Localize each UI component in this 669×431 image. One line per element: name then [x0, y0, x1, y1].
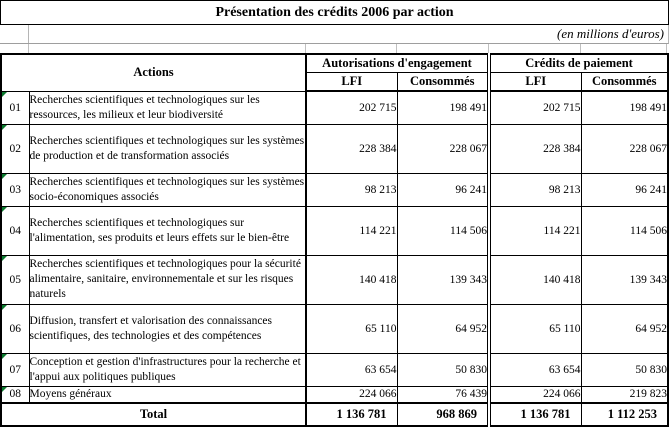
- cell-comment-flag-icon: [2, 125, 7, 130]
- cp-lfi-value: 65 110: [487, 303, 582, 354]
- table-row: 01 Recherches scientifiques et technologi…: [0, 90, 669, 125]
- action-label: Recherches scientifiques et technologiqu…: [28, 90, 307, 125]
- cell-comment-flag-icon: [2, 387, 7, 392]
- cell-comment-flag-icon: [2, 256, 7, 261]
- action-label: Diffusion, transfert et valorisation des…: [28, 303, 307, 354]
- ae-lfi-value: 114 221: [305, 205, 398, 256]
- cell-comment-flag-icon: [2, 354, 7, 359]
- cp-lfi-value: 114 221: [487, 205, 582, 256]
- ae-lfi-value: 65 110: [305, 303, 398, 354]
- action-number: 02: [9, 142, 22, 155]
- gridline: [580, 44, 581, 53]
- cell-comment-flag-icon: [2, 174, 7, 179]
- action-label: Recherches scientifiques et technologiqu…: [28, 172, 307, 207]
- action-number: 07: [9, 363, 22, 376]
- action-label: Conception et gestion d'infrastructures …: [28, 352, 307, 387]
- cell-comment-flag-icon: [2, 92, 7, 97]
- column-group-credits-paiement: Crédits de paiement: [487, 53, 669, 73]
- action-number-cell: 06: [0, 303, 30, 354]
- action-label: Recherches scientifiques et technologiqu…: [28, 254, 307, 305]
- table-row: 02 Recherches scientifiques et technologi…: [0, 123, 669, 174]
- column-group-autorisations-engagement: Autorisations d'engagement: [305, 53, 490, 73]
- gridline: [396, 44, 397, 53]
- cp-lfi-value: 140 418: [487, 254, 582, 305]
- gridline: [666, 44, 667, 53]
- action-number: 05: [9, 273, 22, 286]
- cp-consommes-value: 50 830: [580, 352, 669, 387]
- ae-consommes-value: 76 439: [396, 385, 490, 404]
- ae-lfi-value: 140 418: [305, 254, 398, 305]
- ae-consommes-value: 96 241: [396, 172, 490, 207]
- total-label: Total: [0, 402, 307, 427]
- column-header-ae-consommes: Consommés: [396, 72, 490, 92]
- action-number-cell: 02: [0, 123, 30, 174]
- total-cp-lfi: 1 136 781: [487, 402, 582, 427]
- cp-lfi-value: 98 213: [487, 172, 582, 207]
- cp-lfi-value: 63 654: [487, 352, 582, 387]
- sheet-gridline-spacer: [0, 44, 669, 53]
- column-header-cp-lfi: LFI: [487, 72, 582, 92]
- action-number: 03: [9, 183, 22, 196]
- ae-lfi-value: 228 384: [305, 123, 398, 174]
- cp-consommes-value: 139 343: [580, 254, 669, 305]
- action-number-cell: 01: [0, 90, 30, 125]
- action-label: Recherches scientifiques et technologiqu…: [28, 205, 307, 256]
- table-row: 03 Recherches scientifiques et technologi…: [0, 172, 669, 207]
- ae-lfi-value: 224 066: [305, 385, 398, 404]
- action-number: 04: [9, 224, 22, 237]
- table-row: 05 Recherches scientifiques et technologi…: [0, 254, 669, 305]
- credits-table: Actions Autorisations d'engagement Crédi…: [0, 53, 669, 427]
- table-row: 07 Conception et gestion d'infrastructure…: [0, 352, 669, 387]
- table-row: 04 Recherches scientifiques et technologi…: [0, 205, 669, 256]
- cp-consommes-value: 64 952: [580, 303, 669, 354]
- action-number: 08: [9, 388, 22, 401]
- ae-consommes-value: 50 830: [396, 352, 490, 387]
- cp-consommes-value: 114 506: [580, 205, 669, 256]
- ae-lfi-value: 202 715: [305, 90, 398, 125]
- total-cp-consommes: 1 112 253: [580, 402, 669, 427]
- ae-lfi-value: 63 654: [305, 352, 398, 387]
- column-header-ae-lfi: LFI: [305, 72, 398, 92]
- cp-consommes-value: 219 823: [580, 385, 669, 404]
- cp-lfi-value: 202 715: [487, 90, 582, 125]
- cp-consommes-value: 198 491: [580, 90, 669, 125]
- action-number-cell: 08: [0, 385, 30, 404]
- total-ae-lfi: 1 136 781: [305, 402, 398, 427]
- action-number: 01: [9, 101, 22, 114]
- gridline: [305, 44, 306, 53]
- column-header-cp-consommes: Consommés: [580, 72, 669, 92]
- ae-consommes-value: 228 067: [396, 123, 490, 174]
- ae-consommes-value: 139 343: [396, 254, 490, 305]
- subtitle-row: (en millions d'euros): [0, 25, 669, 44]
- ae-consommes-value: 64 952: [396, 303, 490, 354]
- action-number-cell: 05: [0, 254, 30, 305]
- action-label: Moyens généraux: [28, 385, 307, 404]
- action-label: Recherches scientifiques et technologiqu…: [28, 123, 307, 174]
- gridline: [28, 44, 29, 53]
- table-row: 08 Moyens généraux 224 066 76 439 224 066 219…: [0, 385, 669, 404]
- units-note: (en millions d'euros): [556, 26, 664, 41]
- cp-consommes-value: 228 067: [580, 123, 669, 174]
- cell-comment-flag-icon: [2, 207, 7, 212]
- cp-consommes-value: 96 241: [580, 172, 669, 207]
- ae-consommes-value: 198 491: [396, 90, 490, 125]
- ae-consommes-value: 114 506: [396, 205, 490, 256]
- cell-comment-flag-icon: [2, 305, 7, 310]
- total-ae-consommes: 968 869: [396, 402, 490, 427]
- cp-lfi-value: 224 066: [487, 385, 582, 404]
- ae-lfi-value: 98 213: [305, 172, 398, 207]
- page-title: Présentation des crédits 2006 par action: [0, 0, 669, 25]
- action-number-cell: 07: [0, 352, 30, 387]
- action-number: 06: [9, 322, 22, 335]
- cp-lfi-value: 228 384: [487, 123, 582, 174]
- gridline: [488, 44, 489, 53]
- sheet-corner-cell: [0, 25, 29, 43]
- table-row: 06 Diffusion, transfert et valorisation d…: [0, 303, 669, 354]
- action-number-cell: 03: [0, 172, 30, 207]
- column-header-actions: Actions: [0, 53, 307, 92]
- action-number-cell: 04: [0, 205, 30, 256]
